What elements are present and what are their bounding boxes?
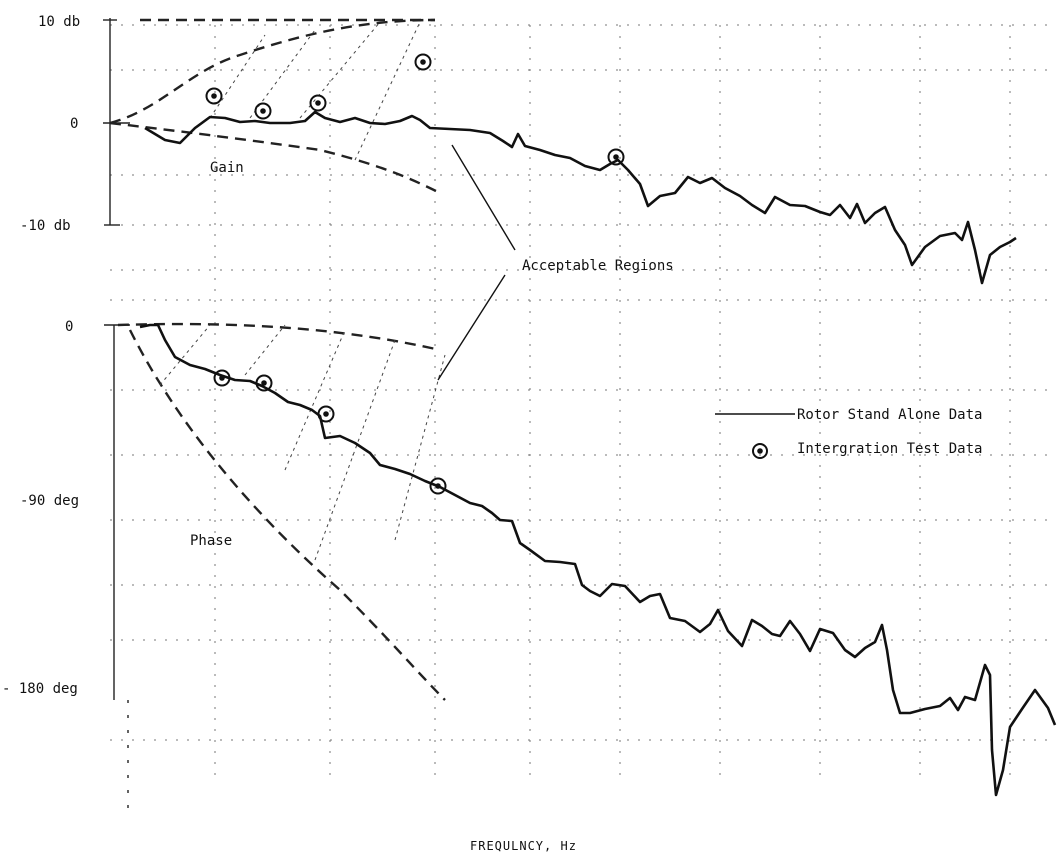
test-marker (255, 374, 273, 392)
phase-label-mid: -90 deg (20, 493, 79, 509)
phase-label-zero: 0 (65, 319, 73, 335)
test-marker (429, 477, 447, 495)
test-marker (317, 405, 335, 423)
test-marker (309, 94, 327, 112)
legend-marker-swatch (752, 443, 768, 459)
grid (110, 24, 1055, 780)
axes (103, 18, 130, 820)
phase-upper-bound (117, 322, 441, 352)
test-marker (414, 53, 432, 71)
gain-acceptable-bounds (109, 18, 441, 195)
gain-upper-bound (109, 18, 436, 125)
phase-markers (213, 369, 447, 495)
legend: Rotor Stand Alone Data Intergration Test… (715, 407, 982, 459)
gain-region-dividers (209, 21, 421, 161)
phase-note: Phase (190, 533, 232, 549)
acceptable-regions-pointers (437, 144, 516, 381)
test-marker (254, 102, 272, 120)
phase-curve (139, 323, 1057, 797)
phase-acceptable-bounds (117, 322, 446, 701)
phase-label-bottom: - 180 deg (2, 681, 78, 697)
acceptable-regions-note: Acceptable Regions (522, 258, 674, 274)
legend-line-label: Rotor Stand Alone Data (797, 407, 982, 423)
test-marker (607, 148, 625, 166)
gain-note: Gain (210, 160, 244, 176)
legend-marker-label: Intergration Test Data (797, 441, 982, 457)
gain-curve (144, 110, 1017, 285)
gain-label-top: 10 db (38, 14, 80, 30)
test-marker (205, 87, 223, 105)
gain-markers (205, 53, 625, 166)
x-axis-label: FREQULNCY, Hz (470, 839, 577, 853)
phase-lower-bound (128, 329, 446, 701)
gain-label-zero: 0 (70, 116, 78, 132)
phase-region-dividers (159, 324, 446, 561)
test-marker (213, 369, 231, 387)
gain-label-bottom: -10 db (20, 218, 71, 234)
gain-lower-bound (109, 121, 441, 195)
